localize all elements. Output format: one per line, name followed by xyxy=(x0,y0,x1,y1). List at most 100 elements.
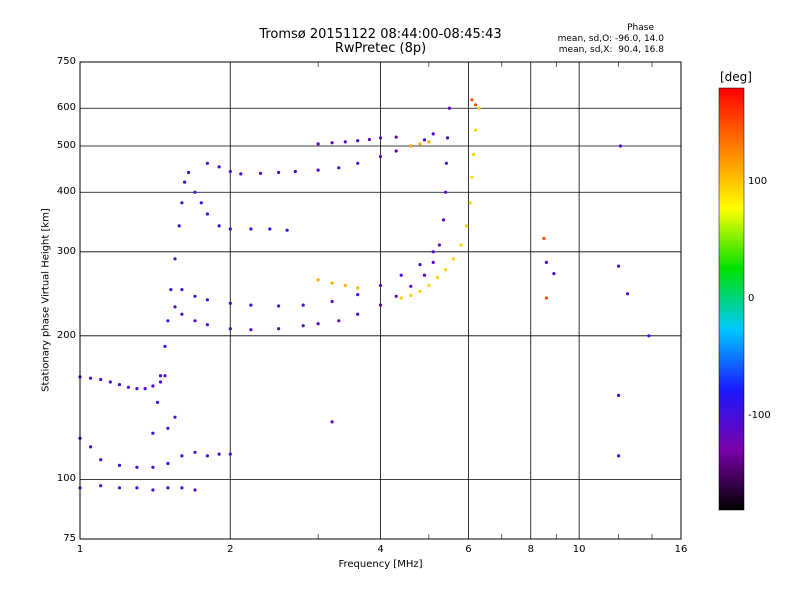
data-point xyxy=(217,224,221,228)
x-tick-label: 10 xyxy=(572,544,586,555)
chart-subtitle: RwPretec (8p) xyxy=(334,41,427,56)
data-point xyxy=(205,323,209,327)
data-point xyxy=(356,293,360,297)
data-point xyxy=(99,458,103,462)
data-point xyxy=(180,201,184,205)
data-point xyxy=(330,141,334,145)
data-point xyxy=(277,304,281,308)
data-point xyxy=(205,161,209,165)
data-point xyxy=(193,488,197,492)
data-point xyxy=(187,170,191,175)
data-point xyxy=(135,486,139,490)
data-point xyxy=(378,155,383,159)
data-point xyxy=(228,301,232,305)
data-point xyxy=(173,305,177,309)
data-point xyxy=(625,292,630,296)
stats-o-mode: mean, sd,O: -96.0, 14.0 xyxy=(557,34,664,44)
data-point xyxy=(444,161,448,165)
data-point xyxy=(277,170,281,175)
data-point xyxy=(117,383,122,387)
data-point xyxy=(418,142,422,146)
data-point xyxy=(205,212,209,216)
data-point xyxy=(444,268,448,272)
data-point xyxy=(427,283,431,288)
colorbar-tick-label: -100 xyxy=(748,410,771,422)
data-point xyxy=(228,327,232,331)
data-point xyxy=(117,486,122,490)
data-point xyxy=(158,380,163,384)
data-point xyxy=(316,168,320,172)
data-point xyxy=(228,169,232,174)
data-point xyxy=(193,190,197,194)
data-point xyxy=(135,387,139,391)
data-point xyxy=(394,149,398,153)
data-point xyxy=(470,175,474,179)
data-point xyxy=(356,312,360,316)
data-point xyxy=(166,461,170,466)
data-point xyxy=(151,431,155,435)
data-point xyxy=(431,250,435,254)
data-point xyxy=(217,165,221,169)
data-point xyxy=(316,142,320,146)
data-point xyxy=(89,445,93,449)
data-point xyxy=(337,319,341,323)
data-point xyxy=(472,152,476,157)
data-point xyxy=(337,166,341,170)
data-point xyxy=(399,273,403,277)
data-point xyxy=(108,380,112,384)
data-point xyxy=(394,135,398,139)
data-point xyxy=(367,137,371,142)
data-point xyxy=(163,344,167,348)
y-tick-label: 750 xyxy=(56,56,76,67)
data-point xyxy=(409,144,413,148)
data-point xyxy=(431,132,435,136)
data-point xyxy=(330,299,334,304)
data-point xyxy=(647,334,651,338)
data-point xyxy=(544,296,549,300)
data-point xyxy=(418,263,422,267)
data-point xyxy=(542,236,546,240)
data-point xyxy=(378,136,383,140)
data-point xyxy=(151,384,155,388)
data-point xyxy=(437,243,441,247)
data-point xyxy=(431,260,435,264)
data-point xyxy=(473,128,478,132)
data-point xyxy=(166,319,170,323)
data-point xyxy=(166,426,170,430)
data-point xyxy=(330,281,334,285)
data-point xyxy=(444,190,448,194)
data-point xyxy=(293,169,297,174)
stats-x-mode: mean, sd,X: 90.4, 16.8 xyxy=(558,45,664,55)
y-tick-label: 75 xyxy=(63,533,76,544)
data-point xyxy=(249,303,253,307)
data-point xyxy=(217,452,221,456)
data-point xyxy=(468,201,472,205)
data-point xyxy=(465,224,469,228)
data-point xyxy=(399,296,403,300)
x-tick-label: 1 xyxy=(76,544,84,555)
data-point xyxy=(99,484,103,488)
data-point xyxy=(301,324,305,328)
y-tick-label: 100 xyxy=(56,473,76,485)
data-point xyxy=(470,98,474,102)
data-point xyxy=(378,303,383,307)
data-point xyxy=(155,400,160,404)
data-point xyxy=(193,450,197,454)
data-point xyxy=(249,328,253,332)
colorbar xyxy=(718,87,745,511)
x-tick-label: 16 xyxy=(674,544,688,555)
data-point xyxy=(356,161,360,165)
data-point xyxy=(177,224,181,228)
data-point xyxy=(268,227,272,231)
data-point xyxy=(544,260,549,264)
chart-title: Tromsø 20151122 08:44:00-08:45:43 xyxy=(259,27,502,42)
data-point xyxy=(135,465,139,469)
x-tick-label: 8 xyxy=(527,544,534,555)
data-point xyxy=(343,140,347,144)
data-point xyxy=(316,322,320,326)
y-tick-label: 300 xyxy=(56,245,76,257)
y-tick-label: 200 xyxy=(56,329,76,341)
data-point xyxy=(239,172,243,176)
data-point xyxy=(343,283,347,288)
data-point xyxy=(151,465,155,469)
